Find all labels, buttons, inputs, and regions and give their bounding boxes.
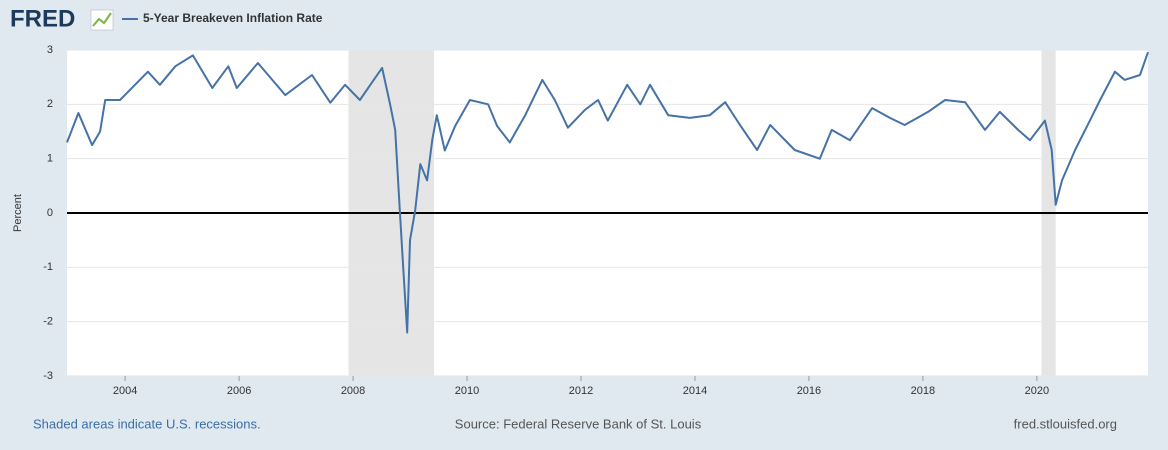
legend-label: 5-Year Breakeven Inflation Rate (143, 11, 323, 25)
y-tick-label: 0 (47, 207, 53, 219)
x-tick-label: 2014 (683, 385, 707, 397)
y-tick-label: 3 (47, 44, 53, 56)
y-tick-label: 1 (47, 153, 53, 165)
footer-source: Source: Federal Reserve Bank of St. Loui… (455, 416, 702, 431)
footer-note: Shaded areas indicate U.S. recessions. (33, 416, 261, 431)
x-tick-label: 2010 (455, 385, 479, 397)
x-tick-label: 2006 (227, 385, 251, 397)
x-tick-label: 2012 (569, 385, 593, 397)
x-tick-label: 2008 (341, 385, 365, 397)
x-tick-label: 2004 (113, 385, 137, 397)
logo: FRED (10, 5, 75, 32)
x-tick-label: 2018 (911, 385, 935, 397)
series-line (66, 51, 1149, 334)
y-tick-label: 2 (47, 98, 53, 110)
x-tick-label: 2016 (797, 385, 821, 397)
y-axis-label: Percent (12, 194, 24, 232)
logo-icon (90, 9, 114, 31)
y-tick-label: -2 (43, 316, 53, 328)
footer-site: fred.stlouisfed.org (1014, 416, 1117, 431)
y-tick-label: -1 (43, 261, 53, 273)
x-tick-label: 2020 (1025, 385, 1049, 397)
y-tick-label: -3 (43, 370, 53, 382)
